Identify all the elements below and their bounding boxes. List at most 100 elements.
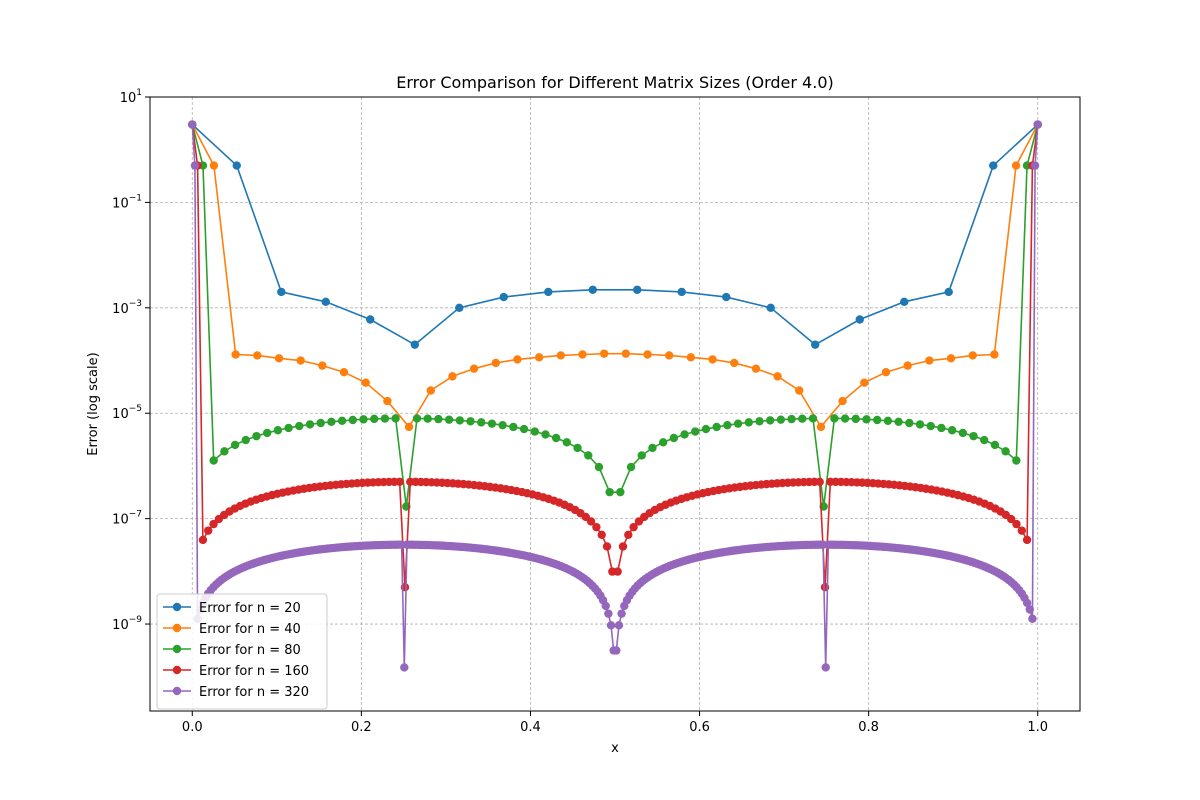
- series-line: [191, 123, 1039, 346]
- grid: [150, 96, 1080, 711]
- data-point: [231, 350, 240, 359]
- data-point: [499, 292, 508, 302]
- data-point: [380, 414, 390, 423]
- data-point: [925, 356, 934, 365]
- data-point: [337, 416, 347, 426]
- data-point: [230, 440, 240, 450]
- data-point: [339, 368, 349, 377]
- y-tick-base: 10: [120, 91, 137, 106]
- data-point: [444, 415, 454, 424]
- data-point: [305, 420, 315, 429]
- legend-label: Error for n = 40: [199, 622, 301, 637]
- data-point: [327, 417, 336, 426]
- y-tick-base: 10: [112, 407, 129, 422]
- legend-marker: [172, 665, 182, 675]
- y-tick-exponent: −5: [129, 404, 142, 414]
- data-point: [601, 601, 610, 611]
- data-point: [599, 349, 609, 358]
- data-point: [787, 414, 796, 424]
- data-point: [277, 287, 286, 297]
- data-point: [751, 364, 761, 373]
- data-point: [383, 396, 392, 406]
- data-point: [190, 161, 200, 170]
- data-point: [1028, 614, 1037, 623]
- data-point: [658, 438, 668, 447]
- data-point: [862, 415, 871, 424]
- data-point: [708, 355, 717, 364]
- data-point: [1022, 535, 1032, 545]
- x-tick-label: 0.4: [520, 720, 541, 735]
- data-point: [624, 530, 633, 540]
- data-point: [519, 424, 529, 434]
- data-point: [773, 372, 782, 381]
- data-point: [969, 431, 978, 441]
- data-point: [395, 477, 404, 486]
- data-point: [209, 161, 219, 170]
- data-point: [556, 351, 566, 360]
- data-point: [613, 567, 622, 576]
- y-tick-label: 10−7: [112, 510, 142, 528]
- data-point: [798, 414, 807, 423]
- data-point: [873, 415, 882, 425]
- data-point: [253, 351, 262, 360]
- data-point: [592, 522, 601, 532]
- data-point: [455, 416, 465, 425]
- data-point: [391, 414, 400, 423]
- data-point: [944, 287, 953, 297]
- data-point: [617, 609, 626, 618]
- data-point: [915, 420, 925, 429]
- legend-marker: [172, 644, 182, 654]
- axes-frame: [149, 96, 1081, 712]
- legend-box: [156, 593, 328, 710]
- data-point: [947, 426, 957, 435]
- data-point: [1025, 605, 1034, 614]
- legend-marker: [172, 602, 182, 612]
- data-point: [626, 462, 636, 472]
- data-point: [686, 353, 696, 362]
- y-tick-base: 10: [112, 618, 129, 633]
- data-point: [573, 443, 582, 453]
- data-point: [883, 416, 893, 426]
- data-point: [296, 356, 305, 365]
- data-point: [881, 368, 891, 377]
- y-tick-base: 10: [112, 302, 129, 317]
- data-point: [274, 354, 284, 363]
- x-axis-label: x: [611, 741, 619, 756]
- x-tick-label: 0.0: [182, 720, 203, 735]
- data-point: [664, 351, 674, 360]
- data-point: [1011, 161, 1021, 170]
- data-point: [840, 414, 850, 423]
- data-point: [509, 422, 518, 432]
- data-point: [614, 621, 624, 630]
- data-point: [669, 433, 679, 443]
- y-tick-base: 10: [112, 513, 129, 528]
- ticks: 0.0 0.2 0.4 0.6 0.8 1.010110−110−310−510−710−…: [112, 88, 1048, 735]
- legend-marker: [172, 686, 182, 696]
- data-point: [1012, 456, 1021, 465]
- data-point: [198, 535, 208, 545]
- data-point: [830, 414, 839, 423]
- y-tick-label: 10−5: [112, 404, 142, 422]
- data-point: [370, 414, 379, 424]
- data-point: [604, 609, 613, 618]
- y-tick-exponent: −7: [129, 510, 142, 520]
- y-tick-base: 10: [112, 196, 129, 211]
- data-point: [1001, 447, 1010, 456]
- data-point: [629, 522, 638, 532]
- y-tick-label: 10−3: [112, 299, 142, 317]
- data-point: [894, 417, 903, 426]
- data-point: [318, 361, 327, 370]
- data-point: [466, 417, 475, 426]
- data-point: [990, 350, 999, 359]
- data-point: [586, 517, 596, 526]
- data-point: [851, 414, 860, 424]
- data-point: [1017, 526, 1026, 535]
- data-point: [232, 161, 241, 170]
- series-5: [188, 120, 1042, 672]
- data-point: [359, 415, 368, 424]
- data-point: [1033, 120, 1042, 129]
- data-point: [755, 417, 764, 426]
- y-tick-exponent: −9: [129, 615, 143, 625]
- data-point: [423, 414, 432, 423]
